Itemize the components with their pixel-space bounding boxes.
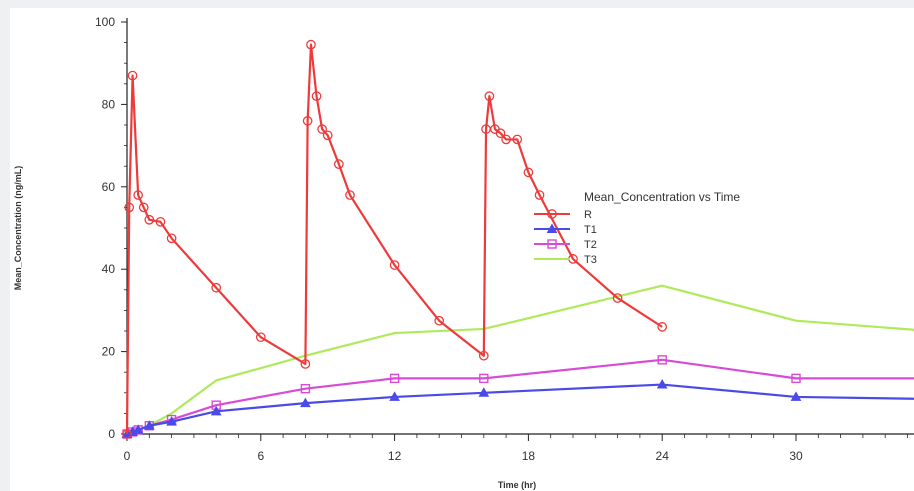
- y-tick-label: 60: [102, 180, 116, 194]
- series-r-point: [389, 260, 400, 270]
- legend-title: Mean_Concentration vs Time: [584, 190, 740, 204]
- series-t3-line: [126, 284, 914, 436]
- series-r-point: [127, 70, 138, 81]
- series-r-point: [122, 429, 132, 439]
- y-tick-label: 80: [102, 97, 116, 111]
- series-r-point: [333, 159, 344, 169]
- y-tick-label: 20: [102, 345, 116, 359]
- legend-label-t3: T3: [584, 254, 597, 266]
- series-r-point: [133, 190, 143, 200]
- series-r-point: [155, 216, 166, 227]
- series-r-point: [255, 332, 266, 343]
- series-r-point: [166, 233, 177, 244]
- series-r-point: [124, 202, 135, 213]
- series-t1-point: [210, 405, 222, 416]
- series-r-point: [311, 91, 322, 102]
- x-tick-label: 6: [257, 449, 264, 463]
- x-tick-label: 30: [789, 449, 803, 463]
- y-tick-label: 100: [95, 15, 115, 29]
- series-r-point: [501, 134, 511, 145]
- series-t1-point: [656, 379, 668, 389]
- axes: 020406080100061218243036424854606672: [95, 15, 914, 463]
- legend-marker-t1: [546, 223, 558, 233]
- chart-svg: 020406080100061218243036424854606672 Mea…: [13, 15, 914, 490]
- chart-panel: 020406080100061218243036424854606672 Mea…: [10, 8, 914, 491]
- x-axis-title: Time (hr): [498, 480, 536, 490]
- series-r-point: [484, 91, 495, 102]
- series-t2-point: [657, 355, 667, 365]
- series-t2-point: [791, 373, 801, 384]
- series-r-point: [523, 167, 534, 178]
- series-t1: [121, 379, 914, 438]
- series-r-point: [434, 315, 445, 326]
- legend-label-t1: T1: [584, 224, 597, 236]
- legend-marker-t2: [547, 239, 557, 249]
- series-t2-point: [389, 373, 400, 384]
- series-r-line: [125, 43, 663, 435]
- series-r-point: [495, 128, 506, 139]
- series-r: [122, 39, 668, 439]
- legend-marker-r: [547, 209, 557, 219]
- series-t1-point: [166, 416, 177, 426]
- series-r-point: [302, 116, 313, 126]
- y-tick-label: 0: [108, 427, 115, 441]
- series-r-point: [534, 190, 545, 200]
- series-r-point: [322, 130, 333, 141]
- series-r-point: [300, 359, 311, 369]
- series-t1-point: [389, 391, 400, 401]
- series-r-point: [211, 282, 222, 293]
- series-t3: [126, 284, 914, 436]
- x-tick-label: 12: [388, 449, 402, 463]
- series-t1-point: [300, 397, 311, 408]
- series-r-point: [657, 322, 668, 332]
- series-r-point: [144, 214, 155, 225]
- series-r-point: [512, 134, 523, 145]
- x-tick-label: 24: [656, 449, 670, 463]
- legend-label-r: R: [584, 209, 592, 221]
- legend: Mean_Concentration vs Time R T1 T2 T3: [534, 190, 740, 266]
- series-t2-point: [300, 383, 311, 394]
- series-r-point: [138, 202, 149, 213]
- series-t1-point: [790, 391, 802, 401]
- series-r-point: [306, 39, 316, 50]
- series-t1-point: [143, 420, 155, 430]
- y-axis-title: Mean_Concentration (ng/mL): [13, 166, 23, 291]
- series-r-point: [612, 293, 623, 303]
- series-layer: [121, 39, 914, 439]
- series-r-point: [317, 124, 327, 134]
- y-tick-label: 40: [102, 262, 116, 276]
- series-t2-point: [479, 373, 489, 384]
- x-tick-label: 0: [124, 449, 131, 463]
- series-r-point: [478, 350, 489, 361]
- series-t1-point: [478, 387, 490, 397]
- x-tick-label: 18: [522, 449, 536, 463]
- legend-label-t2: T2: [584, 239, 597, 251]
- series-r-point: [345, 190, 355, 200]
- series-t1-point: [132, 424, 144, 434]
